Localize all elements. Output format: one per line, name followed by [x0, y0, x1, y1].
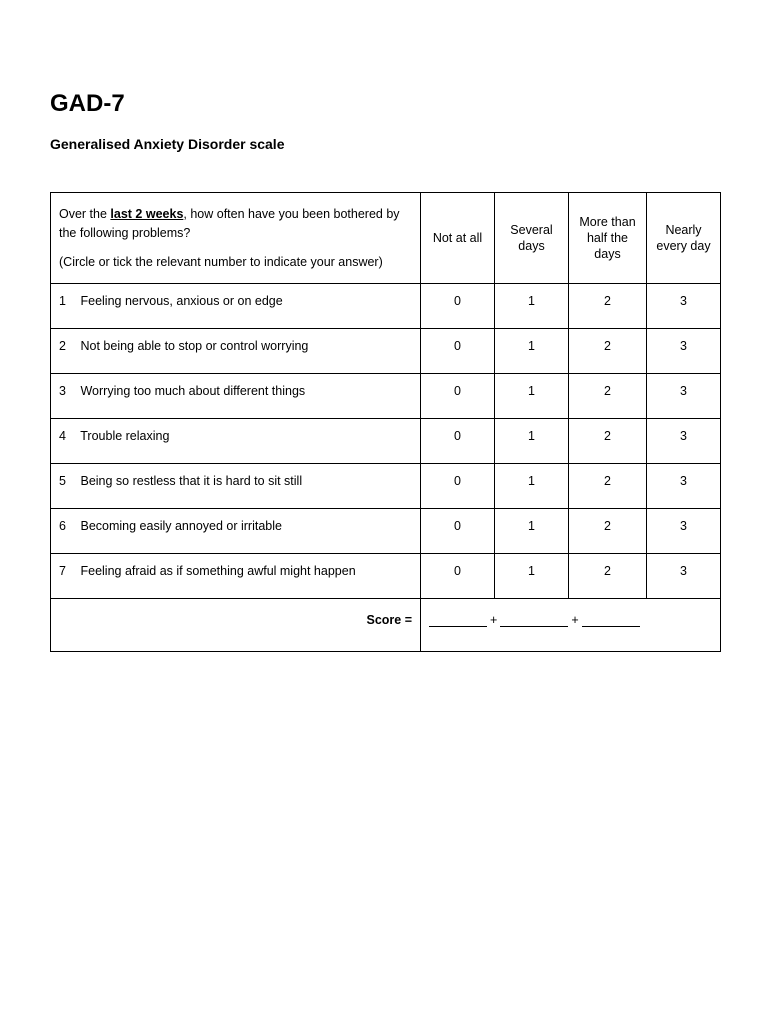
question-num: 2 — [59, 339, 77, 353]
question-text: Feeling nervous, anxious or on edge — [80, 294, 282, 308]
col-header-not-at-all: Not at all — [421, 193, 495, 284]
question-cell: 6 Becoming easily annoyed or irritable — [51, 509, 421, 554]
table-row: 7 Feeling afraid as if something awful m… — [51, 554, 721, 599]
question-num: 3 — [59, 384, 77, 398]
question-text: Worrying too much about different things — [80, 384, 305, 398]
question-text: Feeling afraid as if something awful mig… — [80, 564, 355, 578]
table-row: 1 Feeling nervous, anxious or on edge 0 … — [51, 284, 721, 329]
score-option[interactable]: 0 — [421, 554, 495, 599]
table-row: 4 Trouble relaxing 0 1 2 3 — [51, 419, 721, 464]
question-cell: 1 Feeling nervous, anxious or on edge — [51, 284, 421, 329]
question-cell: 3 Worrying too much about different thin… — [51, 374, 421, 419]
score-option[interactable]: 0 — [421, 329, 495, 374]
question-num: 7 — [59, 564, 77, 578]
score-option[interactable]: 0 — [421, 284, 495, 329]
question-cell: 4 Trouble relaxing — [51, 419, 421, 464]
plus-sign: + — [571, 613, 578, 627]
score-option[interactable]: 0 — [421, 509, 495, 554]
question-cell: 2 Not being able to stop or control worr… — [51, 329, 421, 374]
gad7-table: Over the last 2 weeks, how often have yo… — [50, 192, 721, 652]
plus-sign: + — [490, 613, 497, 627]
score-label-cell: Score = — [51, 599, 421, 652]
score-option[interactable]: 1 — [495, 509, 569, 554]
score-blank[interactable] — [500, 615, 568, 627]
question-cell: 5 Being so restless that it is hard to s… — [51, 464, 421, 509]
table-row: 5 Being so restless that it is hard to s… — [51, 464, 721, 509]
table-header-row: Over the last 2 weeks, how often have yo… — [51, 193, 721, 284]
score-option[interactable]: 2 — [569, 464, 647, 509]
question-text: Not being able to stop or control worryi… — [80, 339, 308, 353]
table-row: 2 Not being able to stop or control worr… — [51, 329, 721, 374]
page-subtitle: Generalised Anxiety Disorder scale — [50, 136, 720, 152]
score-option[interactable]: 0 — [421, 374, 495, 419]
question-num: 1 — [59, 294, 77, 308]
score-option[interactable]: 3 — [647, 464, 721, 509]
col-header-more-than-half: More than half the days — [569, 193, 647, 284]
question-num: 6 — [59, 519, 77, 533]
score-option[interactable]: 3 — [647, 329, 721, 374]
table-row: 3 Worrying too much about different thin… — [51, 374, 721, 419]
page-container: GAD-7 Generalised Anxiety Disorder scale… — [0, 0, 770, 702]
score-option[interactable]: 2 — [569, 329, 647, 374]
instruction-pre: Over the — [59, 207, 110, 221]
score-option[interactable]: 1 — [495, 464, 569, 509]
score-option[interactable]: 2 — [569, 374, 647, 419]
score-option[interactable]: 2 — [569, 509, 647, 554]
score-option[interactable]: 1 — [495, 554, 569, 599]
instruction-note: (Circle or tick the relevant number to i… — [59, 255, 383, 269]
score-option[interactable]: 1 — [495, 374, 569, 419]
score-option[interactable]: 3 — [647, 554, 721, 599]
score-option[interactable]: 3 — [647, 374, 721, 419]
score-option[interactable]: 1 — [495, 419, 569, 464]
question-cell: 7 Feeling afraid as if something awful m… — [51, 554, 421, 599]
instruction-emph: last 2 weeks — [110, 207, 183, 221]
page-title: GAD-7 — [50, 90, 720, 118]
question-text: Becoming easily annoyed or irritable — [80, 519, 282, 533]
score-blank[interactable] — [582, 615, 640, 627]
question-text: Trouble relaxing — [80, 429, 169, 443]
question-text: Being so restless that it is hard to sit… — [80, 474, 302, 488]
score-option[interactable]: 3 — [647, 284, 721, 329]
score-blanks-cell: ++ — [421, 599, 721, 652]
col-header-several-days: Several days — [495, 193, 569, 284]
score-option[interactable]: 0 — [421, 419, 495, 464]
score-blank[interactable] — [429, 615, 487, 627]
score-option[interactable]: 0 — [421, 464, 495, 509]
question-num: 5 — [59, 474, 77, 488]
score-option[interactable]: 2 — [569, 554, 647, 599]
score-option[interactable]: 1 — [495, 329, 569, 374]
question-num: 4 — [59, 429, 77, 443]
score-option[interactable]: 2 — [569, 419, 647, 464]
score-row: Score = ++ — [51, 599, 721, 652]
score-option[interactable]: 3 — [647, 509, 721, 554]
instruction-cell: Over the last 2 weeks, how often have yo… — [51, 193, 421, 284]
table-row: 6 Becoming easily annoyed or irritable 0… — [51, 509, 721, 554]
score-option[interactable]: 1 — [495, 284, 569, 329]
col-header-nearly-every-day: Nearly every day — [647, 193, 721, 284]
score-option[interactable]: 3 — [647, 419, 721, 464]
score-option[interactable]: 2 — [569, 284, 647, 329]
